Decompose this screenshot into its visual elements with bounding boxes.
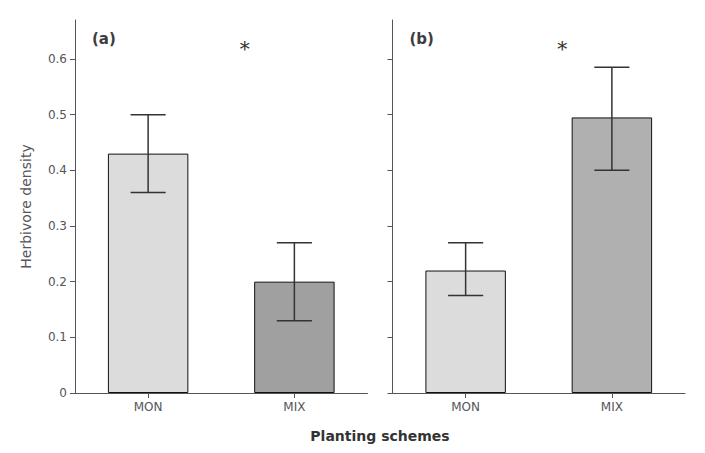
svg-text:(a): (a) xyxy=(92,30,116,48)
svg-text:0: 0 xyxy=(59,386,67,400)
svg-text:Herbivore density: Herbivore density xyxy=(18,144,34,268)
svg-text:MIX: MIX xyxy=(601,400,623,414)
svg-text:0.4: 0.4 xyxy=(48,163,67,177)
svg-text:0.1: 0.1 xyxy=(48,330,67,344)
svg-text:0.3: 0.3 xyxy=(48,219,67,233)
svg-text:*: * xyxy=(240,37,250,61)
svg-text:Planting schemes: Planting schemes xyxy=(310,428,449,444)
svg-text:0.2: 0.2 xyxy=(48,275,67,289)
svg-text:MON: MON xyxy=(451,400,480,414)
svg-text:MIX: MIX xyxy=(283,400,305,414)
svg-text:0.5: 0.5 xyxy=(48,108,67,122)
svg-text:MON: MON xyxy=(134,400,163,414)
svg-text:(b): (b) xyxy=(410,30,434,48)
svg-text:*: * xyxy=(557,37,567,61)
svg-text:0.6: 0.6 xyxy=(48,52,67,66)
